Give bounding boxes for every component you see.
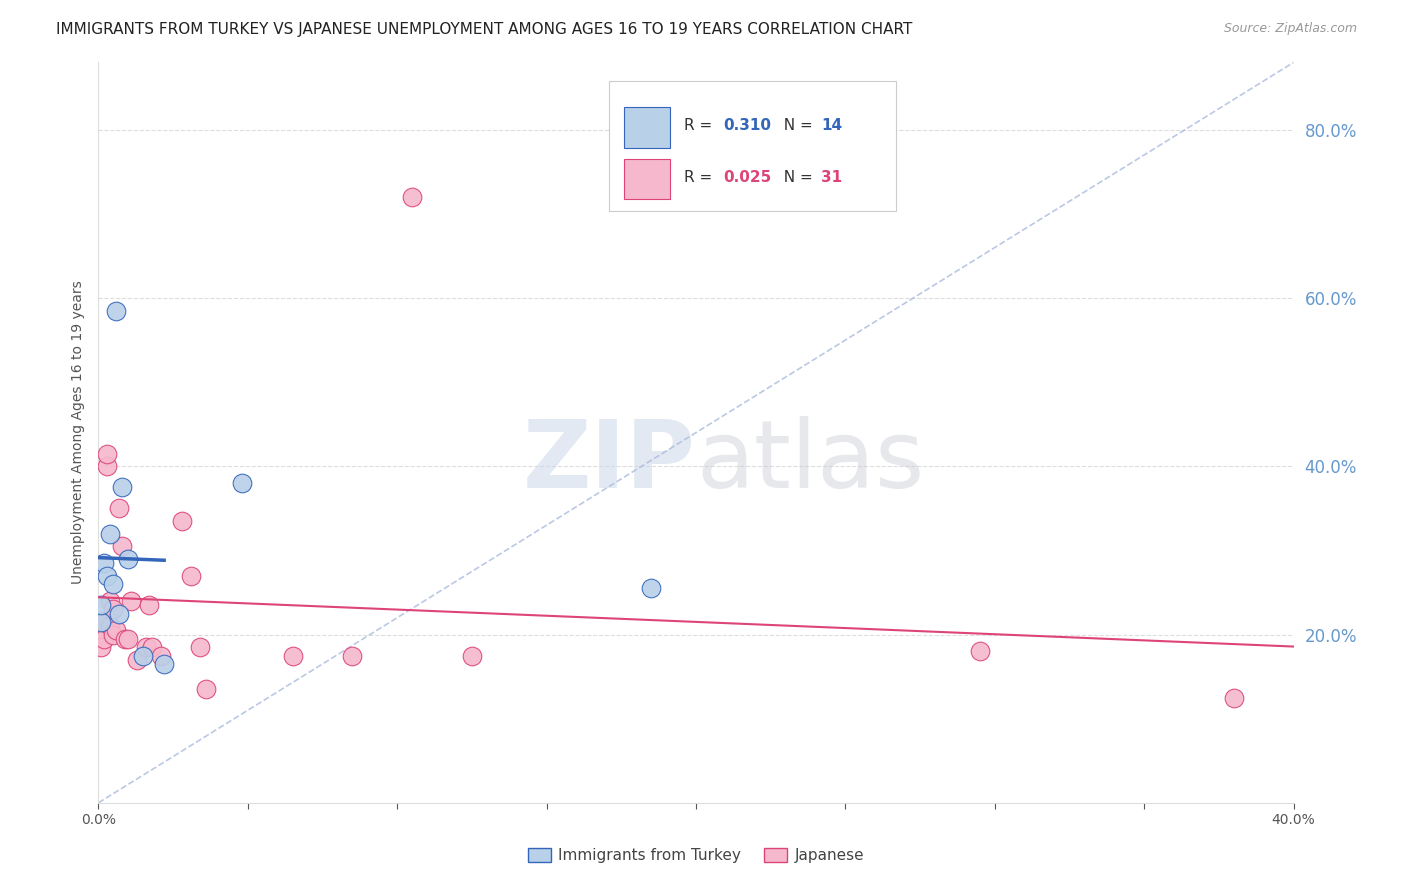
Point <box>281 648 304 663</box>
Point <box>127 653 149 667</box>
Text: N =: N = <box>773 169 817 185</box>
Point <box>90 598 112 612</box>
Text: 31: 31 <box>821 169 842 185</box>
Text: ZIP: ZIP <box>523 417 696 508</box>
Point <box>90 627 112 641</box>
Point <box>195 682 218 697</box>
Y-axis label: Unemployment Among Ages 16 to 19 years: Unemployment Among Ages 16 to 19 years <box>70 281 84 584</box>
FancyBboxPatch shape <box>624 107 669 147</box>
Text: Source: ZipAtlas.com: Source: ZipAtlas.com <box>1223 22 1357 36</box>
Point <box>153 657 176 671</box>
Point <box>103 627 125 641</box>
Point <box>117 551 139 566</box>
Point <box>103 577 125 591</box>
Point <box>231 476 253 491</box>
Point <box>117 632 139 646</box>
Point <box>188 640 211 655</box>
Text: atlas: atlas <box>696 417 924 508</box>
Text: 0.310: 0.310 <box>724 118 772 133</box>
Text: R =: R = <box>685 118 717 133</box>
Point <box>96 459 118 474</box>
Point <box>105 303 128 318</box>
Legend: Immigrants from Turkey, Japanese: Immigrants from Turkey, Japanese <box>522 842 870 869</box>
Point <box>108 607 131 621</box>
Point <box>111 539 134 553</box>
Point <box>90 615 112 629</box>
Text: R =: R = <box>685 169 717 185</box>
Point <box>132 648 155 663</box>
Point <box>96 568 118 582</box>
Text: 14: 14 <box>821 118 842 133</box>
Point <box>98 619 122 633</box>
Point <box>640 581 662 595</box>
Point <box>93 556 115 570</box>
Point <box>180 568 202 582</box>
Point <box>150 648 173 663</box>
Text: N =: N = <box>773 118 817 133</box>
Point <box>108 501 131 516</box>
Point <box>98 594 122 608</box>
FancyBboxPatch shape <box>624 159 669 200</box>
Point <box>90 615 112 629</box>
Point <box>461 648 484 663</box>
Point <box>138 598 160 612</box>
Point <box>103 602 125 616</box>
Point <box>172 514 194 528</box>
Text: 0.025: 0.025 <box>724 169 772 185</box>
Point <box>141 640 163 655</box>
Point <box>96 447 118 461</box>
Point <box>401 190 423 204</box>
Point <box>93 615 115 629</box>
Point <box>111 480 134 494</box>
Point <box>98 526 122 541</box>
Text: IMMIGRANTS FROM TURKEY VS JAPANESE UNEMPLOYMENT AMONG AGES 16 TO 19 YEARS CORREL: IMMIGRANTS FROM TURKEY VS JAPANESE UNEMP… <box>56 22 912 37</box>
Point <box>105 624 128 638</box>
Point <box>114 632 136 646</box>
Point <box>93 632 115 646</box>
Point <box>969 644 991 658</box>
FancyBboxPatch shape <box>609 81 896 211</box>
Point <box>90 640 112 655</box>
Point <box>1223 690 1246 705</box>
Point <box>135 640 157 655</box>
Point <box>342 648 364 663</box>
Point <box>120 594 142 608</box>
